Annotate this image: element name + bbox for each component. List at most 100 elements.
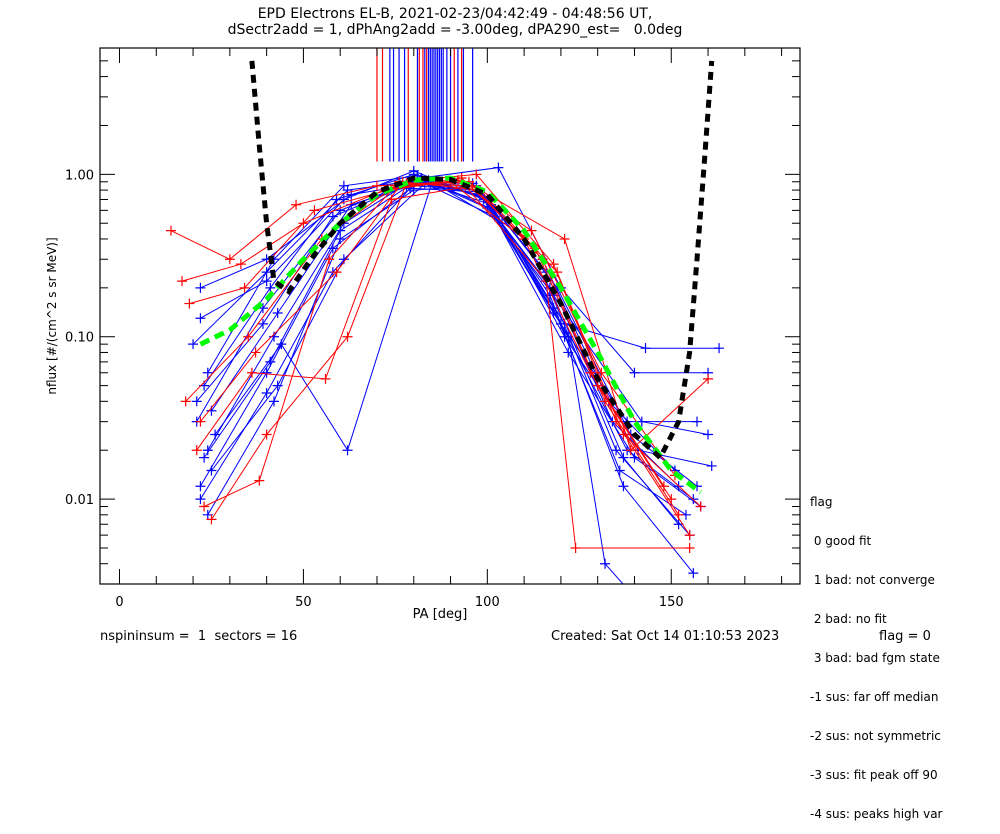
series-line [203,167,708,458]
data-point-marker [239,282,250,293]
series-line [200,181,702,507]
series-line [211,182,690,549]
data-point-marker [703,373,714,384]
data-point-marker [291,199,302,210]
data-point-marker [714,343,725,354]
data-point-marker [526,225,537,236]
legend-title: flag [810,495,833,509]
data-point-marker [688,568,699,579]
data-point-marker [471,169,482,180]
data-point-marker [552,267,563,278]
data-point-marker [199,501,210,512]
data-point-marker [268,396,279,407]
y-axis-label: nflux [#/(cm^2 s sr MeV)] [45,237,59,394]
data-point-marker [195,282,206,293]
data-point-marker [692,416,703,427]
data-point-marker [246,367,257,378]
plot-area: 0 50 100 150 0.01 0.10 1.00 PA [deg] nflux [#/… [45,47,801,622]
data-point-marker [673,519,684,530]
data-point-marker [177,276,188,287]
data-point-marker [261,429,272,440]
data-point-marker [563,331,574,342]
footer-flag: flag = 0 [879,629,931,644]
legend-entry: -3 sus: fit peak off 90 [810,768,938,782]
data-point-marker [199,452,210,463]
data-point-marker [188,339,199,350]
data-point-marker [342,445,353,456]
data-point-marker [331,267,342,278]
data-point-marker [261,388,272,399]
data-point-marker [309,205,320,216]
data-point-marker [254,475,265,486]
x-tick-label: 100 [475,595,500,610]
footer-created: Created: Sat Oct 14 01:10:53 2023 [551,629,780,644]
data-point-marker [272,307,283,318]
series-line [199,185,679,525]
data-point-marker [320,373,331,384]
data-point-marker [268,331,279,342]
legend-entry: 2 bad: no fit [810,612,887,626]
data-point-marker [327,211,338,222]
data-point-marker [618,429,629,440]
series-line [199,187,694,574]
chart-title: EPD Electrons EL-B, 2021-02-23/04:42:49 … [257,6,653,22]
data-point-marker [191,396,202,407]
legend-entry: 0 good fit [810,534,872,548]
data-point-marker [559,233,570,244]
data-point-marker [600,558,611,569]
data-point-marker [195,494,206,505]
data-point-marker [165,225,176,236]
data-point-marker [180,396,191,407]
x-tick-label: 50 [295,595,312,610]
series-line [200,170,697,423]
data-point-marker [338,194,349,205]
y-tick-label: 0.10 [65,331,94,346]
series-line [207,181,690,536]
data-point-marker [250,347,261,358]
data-point-marker [206,514,217,525]
legend-entry: 1 bad: not converge [810,573,935,587]
data-point-marker [265,282,276,293]
data-point-marker [195,481,206,492]
data-point-marker [618,481,629,492]
data-point-marker [629,592,639,602]
data-point-marker [224,254,235,265]
series-line [200,181,709,435]
data-point-marker [706,460,717,471]
data-point-marker [695,501,706,512]
data-point-marker [371,180,382,191]
y-tick-label: 1.00 [65,168,94,183]
x-tick-label: 0 [115,595,123,610]
series-line [196,177,687,516]
series-line [189,179,676,476]
legend-entry: -2 sus: not symmetric [810,729,941,743]
data-point-marker [625,445,636,456]
data-point-marker [493,162,504,173]
data-point-marker [614,465,625,476]
footer-spin-info: nspininsum = 1 sectors = 16 [100,629,298,644]
data-point-marker [257,318,268,329]
data-point-marker [570,542,581,553]
data-point-marker [265,356,276,367]
data-point-marker [184,298,195,309]
data-point-marker [338,180,349,191]
data-point-marker [618,452,629,463]
legend-entry: -1 sus: far off median [810,690,939,704]
series-line [211,179,624,584]
data-point-marker [684,542,695,553]
chart-subtitle: dSectr2add = 1, dPhAng2add = -3.00deg, d… [227,22,683,38]
axes-frame [99,47,801,585]
data-point-marker [202,367,213,378]
x-tick-label: 150 [659,595,684,610]
data-point-marker [235,259,246,270]
data-point-marker [202,445,213,456]
data-point-marker [611,416,622,427]
data-point-marker [261,276,272,287]
data-point-marker [629,367,640,378]
data-point-marker [342,331,353,342]
data-point-marker [703,429,714,440]
legend: flag 0 good fit 1 bad: not converge 2 ba… [810,470,942,834]
data-point-marker [195,416,206,427]
data-point-marker [195,313,206,324]
data-point-marker [206,465,217,476]
